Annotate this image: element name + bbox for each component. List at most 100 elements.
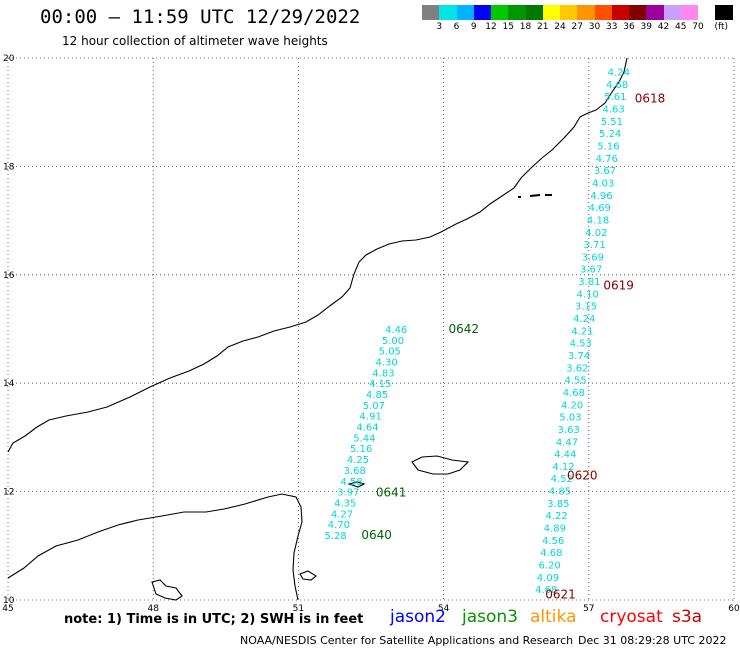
swh-value: 4.09 [537, 573, 559, 584]
swh-value: 4.21 [571, 326, 593, 337]
swh-value: 3.62 [566, 363, 588, 374]
legend-item-altika: altika [530, 607, 577, 627]
colorbar-swatch [698, 5, 716, 20]
swh-value: 4.15 [369, 379, 391, 390]
pass-time-label: 0641 [376, 486, 407, 500]
swh-value: 5.61 [604, 92, 626, 103]
pass-time-label: 0620 [567, 468, 598, 482]
lon-tick-label: 45 [2, 604, 13, 614]
colorbar-swatch [560, 5, 578, 20]
swh-value: 6.20 [539, 561, 561, 572]
colorbar-swatch [422, 5, 440, 20]
swh-value: 5.16 [597, 141, 619, 152]
colorbar-label: 9 [470, 22, 477, 32]
lat-tick-label: 12 [3, 488, 14, 498]
swh-value: 4.89 [544, 524, 566, 535]
colorbar-swatch [663, 5, 681, 20]
lat-tick-label: 18 [3, 162, 15, 172]
swh-value: 5.51 [601, 117, 623, 128]
map-subtitle: 12 hour collection of altimeter wave hei… [62, 34, 328, 48]
swh-value: 3.67 [594, 166, 616, 177]
swh-value: 4.44 [554, 450, 576, 461]
swh-value: 4.35 [334, 498, 356, 509]
colorbar-label: (ft) [714, 22, 729, 32]
colorbar-label: 42 [657, 22, 670, 32]
swh-value: 3.67 [580, 265, 602, 276]
swh-value: 3.63 [558, 425, 580, 436]
colorbar-swatch [629, 5, 647, 20]
swh-value: 4.18 [587, 215, 609, 226]
colorbar-label: 18 [519, 22, 532, 32]
colorbar-label: 21 [537, 22, 549, 32]
coastline-arabia [7, 57, 628, 453]
colorbar-label: 70 [692, 22, 704, 32]
swh-value: 4.64 [356, 423, 378, 434]
swh-value: 4.25 [347, 455, 369, 466]
colorbar-swatch [439, 5, 457, 20]
colorbar [422, 5, 733, 20]
swh-value: 4.27 [331, 509, 353, 520]
colorbar-label: 15 [502, 22, 514, 32]
lon-tick-label: 57 [583, 604, 594, 614]
lon-tick-label: 60 [728, 604, 740, 614]
somali-inlet [151, 579, 183, 601]
swh-value: 4.63 [602, 105, 624, 116]
units-note: note: 1) Time is in UTC; 2) SWH is in fe… [64, 612, 364, 627]
legend-item-cryosat: cryosat [600, 607, 663, 627]
lon-tick-label: 48 [147, 604, 159, 614]
axis-labels: 45 48 51 54 57 60 10 12 14 16 18 20 [2, 54, 740, 614]
guardafui-channel-islet [299, 570, 317, 581]
credit-date: Dec 31 08:29:28 UTC 2022 [578, 634, 727, 647]
swh-value: 4.10 [577, 289, 599, 300]
pass-time-label: 0642 [448, 322, 479, 336]
swh-value: 4.68 [535, 585, 557, 596]
swh-value: 5.16 [350, 444, 372, 455]
colorbar-swatch [646, 5, 664, 20]
swh-value: 3.97 [337, 488, 359, 499]
credit-text: NOAA/NESDIS Center for Satellite Applica… [240, 634, 574, 647]
swh-value: 4.03 [592, 178, 614, 189]
swh-value: 4.58 [340, 477, 362, 488]
swh-value: 5.24 [599, 129, 621, 140]
map-title: 00:00 – 11:59 UTC 12/29/2022 [40, 6, 361, 28]
pass-time-label: 0640 [361, 528, 392, 542]
swh-value: 4.47 [556, 437, 578, 448]
colorbar-label: 45 [675, 22, 687, 32]
colorbar-label: 3 [436, 22, 443, 32]
lat-tick-label: 20 [3, 54, 15, 64]
swh-value: 4.69 [589, 203, 611, 214]
swh-value: 3.69 [582, 252, 604, 263]
swh-value: 5.00 [382, 336, 404, 347]
pass-time-label: 0619 [603, 279, 634, 293]
lon-tick-label: 54 [438, 604, 450, 614]
swh-value: 4.68 [540, 548, 562, 559]
swh-value: 4.85 [366, 390, 388, 401]
colorbar-swatch [542, 5, 560, 20]
swh-value: 4.85 [549, 487, 571, 498]
abd-al-kuri-island [347, 481, 366, 488]
swh-value: 3.81 [578, 277, 600, 288]
socotra-island [411, 455, 470, 475]
colorbar-label: 36 [623, 22, 635, 32]
swh-value: 3.68 [344, 466, 366, 477]
colorbar-swatch [525, 5, 543, 20]
colorbar-swatch [715, 5, 733, 20]
colorbar-swatch [594, 5, 612, 20]
swh-value: 4.30 [375, 358, 397, 369]
colorbar-label: 39 [640, 22, 652, 32]
colorbar-label: 12 [485, 22, 497, 32]
swh-value: 4.12 [552, 462, 574, 473]
lat-lon-grid [7, 57, 735, 601]
lat-tick-label: 14 [3, 379, 15, 389]
swh-value: 5.05 [379, 347, 401, 358]
swh-value: 5.44 [353, 433, 375, 444]
swh-value: 4.22 [545, 511, 567, 522]
coastline [7, 57, 628, 601]
swh-value: 4.55 [564, 376, 586, 387]
swh-value: 5.03 [559, 413, 581, 424]
swh-value: 4.20 [561, 400, 583, 411]
colorbar-label: 6 [453, 22, 460, 32]
colorbar-swatch [456, 5, 474, 20]
swh-value: 5.28 [325, 531, 347, 542]
